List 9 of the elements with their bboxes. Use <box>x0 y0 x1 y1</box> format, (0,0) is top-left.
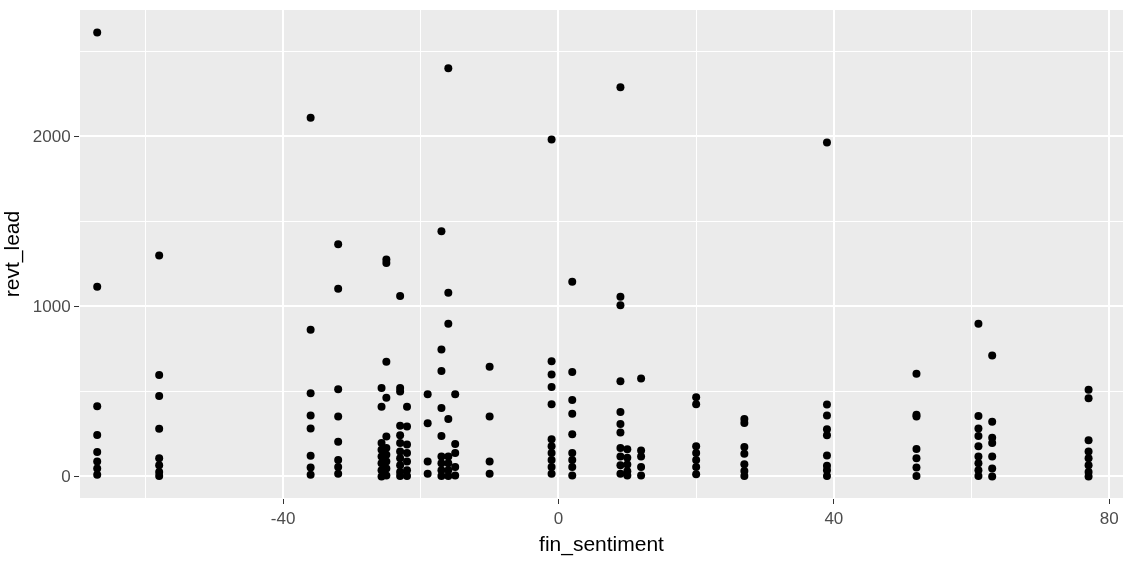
y-tick-label: 2000 <box>32 127 71 147</box>
x-tick-label: 80 <box>1099 509 1119 529</box>
x-tick-label: -40 <box>270 509 296 529</box>
y-tick-label: 1000 <box>32 297 71 317</box>
y-axis-title: revt_lead <box>0 210 24 298</box>
y-tick-label: 0 <box>61 467 71 487</box>
x-tick-label: 40 <box>824 509 844 529</box>
x-tick-label: 0 <box>553 509 564 529</box>
x-axis-title: fin_sentiment <box>539 531 665 556</box>
